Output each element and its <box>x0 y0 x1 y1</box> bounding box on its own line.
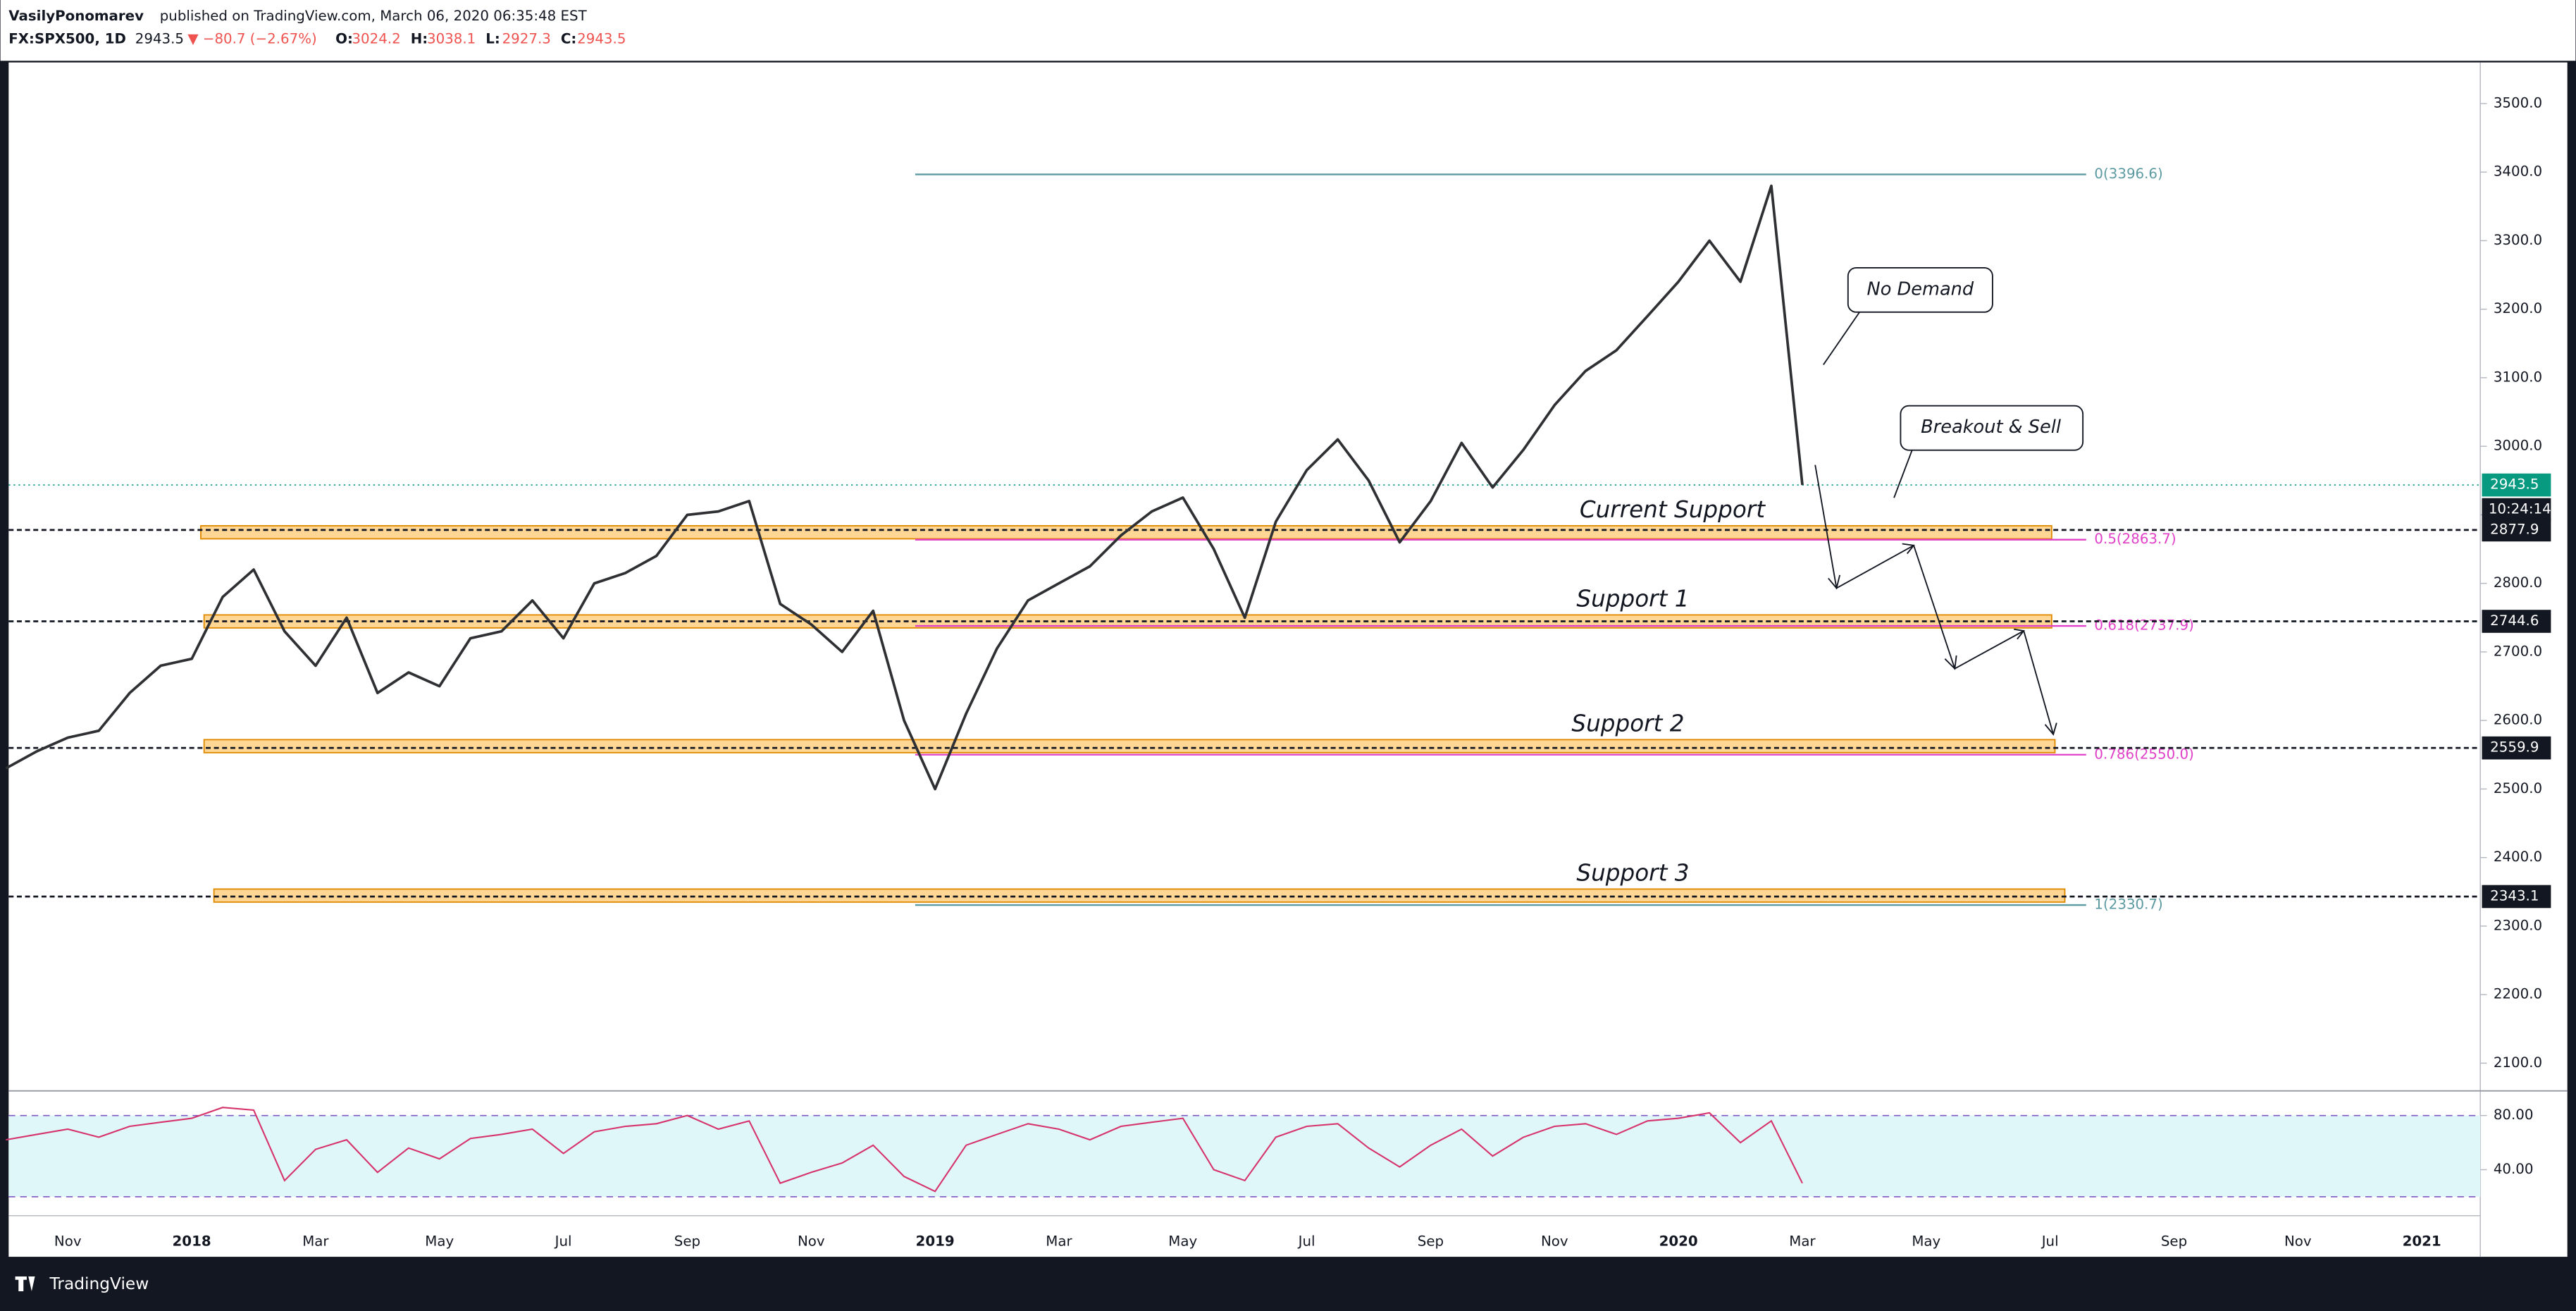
x-tick-label: Sep <box>2161 1233 2187 1250</box>
callout-text: No Demand <box>1867 278 1974 300</box>
ohlc-value: 3024.2 <box>352 30 400 47</box>
x-tick-label: 2021 <box>2403 1233 2441 1250</box>
arrow-heads <box>1828 543 2057 736</box>
x-tick-label: May <box>1168 1233 1197 1250</box>
ohlc-value: 2943.5 <box>577 30 626 47</box>
x-tick-label: Sep <box>674 1233 700 1250</box>
level-box <box>2482 518 2551 542</box>
fib-label: 0.5(2863.7) <box>2094 531 2176 547</box>
ohlc-label: H: <box>411 30 428 47</box>
ohlc-label: O: <box>335 30 353 47</box>
countdown-label: 10:24:14 <box>2489 501 2551 517</box>
last-price-label: 2943.5 <box>2490 476 2539 493</box>
y-tick-label: 3500.0 <box>2494 94 2542 111</box>
published: published on TradingView.com, March 06, … <box>160 8 588 24</box>
x-tick-label: Mar <box>302 1233 329 1250</box>
ohlc-value: 3038.1 <box>427 30 476 47</box>
level-box <box>2482 610 2551 633</box>
projection-path <box>1814 464 2055 735</box>
x-tick-label: Jul <box>1297 1233 1315 1250</box>
zone-label: Support 1 <box>1576 585 1689 612</box>
callout-text: Breakout & Sell <box>1921 417 2061 438</box>
x-tick-label: Jul <box>2041 1233 2059 1250</box>
change: ▼ −80.7 (−2.67%) <box>187 30 316 47</box>
x-tick-label: 2020 <box>1659 1233 1698 1250</box>
level-label: 2877.9 <box>2490 521 2539 537</box>
chart-area <box>8 62 2568 1257</box>
rsi-tick-label: 40.00 <box>2494 1161 2534 1177</box>
level-label: 2559.9 <box>2490 739 2539 756</box>
support-zone <box>203 739 2056 753</box>
x-tick-label: 2018 <box>173 1233 211 1250</box>
level-label: 2744.6 <box>2490 613 2539 629</box>
countdown-box <box>2482 498 2551 522</box>
header-bar <box>0 0 2576 61</box>
y-tick-label: 2600.0 <box>2494 712 2542 728</box>
rsi-tick-label: 80.00 <box>2494 1107 2534 1123</box>
rsi-band <box>8 1115 2481 1197</box>
fib-label: 0.618(2737.9) <box>2094 617 2193 634</box>
level-label: 2343.1 <box>2490 887 2539 904</box>
zone-label: Support 2 <box>1571 710 1684 737</box>
x-tick-label: May <box>1912 1233 1940 1250</box>
header: VasilyPonomarev published on TradingView… <box>8 8 626 47</box>
y-tick-label: 3300.0 <box>2494 232 2542 248</box>
y-tick-label: 2400.0 <box>2494 849 2542 865</box>
y-tick-label: 3200.0 <box>2494 300 2542 316</box>
y-tick-label: 2200.0 <box>2494 986 2542 1002</box>
y-tick-label: 2800.0 <box>2494 574 2542 591</box>
x-tick-label: Nov <box>798 1233 825 1250</box>
x-tick-label: Mar <box>1789 1233 1816 1250</box>
level-box <box>2482 736 2551 760</box>
last: 2943.5 <box>135 30 184 47</box>
x-tick-label: Mar <box>1046 1233 1072 1250</box>
y-tick-label: 2300.0 <box>2494 917 2542 933</box>
callouts: No Demand Breakout & Sell <box>1814 266 2084 736</box>
zone-label: Support 3 <box>1576 859 1689 886</box>
x-tick-label: Jul <box>554 1233 572 1250</box>
fib-label: 1(2330.7) <box>2094 897 2162 913</box>
y-tick-label: 2500.0 <box>2494 780 2542 796</box>
x-tick-label: Sep <box>1418 1233 1444 1250</box>
price-line <box>5 184 1804 791</box>
author: VasilyPonomarev <box>8 8 144 24</box>
last-price-box <box>2482 473 2551 497</box>
ohlc-label: L: <box>485 30 500 47</box>
x-tick-label: May <box>425 1233 454 1250</box>
rsi-line <box>6 1107 1803 1193</box>
x-tick-label: Nov <box>54 1233 82 1250</box>
footer-brand: TradingView <box>49 1274 149 1293</box>
y-tick-label: 3400.0 <box>2494 164 2542 180</box>
zone-label: Current Support <box>1580 496 1766 523</box>
y-tick-label: 3000.0 <box>2494 438 2542 454</box>
x-tick-label: 2019 <box>916 1233 955 1250</box>
level-box <box>2482 885 2551 909</box>
footer-logo <box>15 1276 35 1292</box>
y-tick-label: 2700.0 <box>2494 643 2542 659</box>
fib-label: 0.786(2550.0) <box>2094 746 2193 762</box>
y-tick-label: 2100.0 <box>2494 1054 2542 1071</box>
x-tick-label: Nov <box>2284 1233 2312 1250</box>
ohlc-value: 2927.3 <box>502 30 551 47</box>
callout-pointer <box>1893 450 1913 498</box>
fib-label: 0(3396.6) <box>2094 166 2162 182</box>
symbol: FX:SPX500, 1D <box>8 30 126 47</box>
x-tick-label: Nov <box>1541 1233 1568 1250</box>
callout-box <box>1847 266 1993 313</box>
callout-pointer <box>1823 312 1860 365</box>
callout-box <box>1900 405 2084 451</box>
ohlc-label: C: <box>561 30 576 47</box>
y-tick-label: 3100.0 <box>2494 369 2542 385</box>
